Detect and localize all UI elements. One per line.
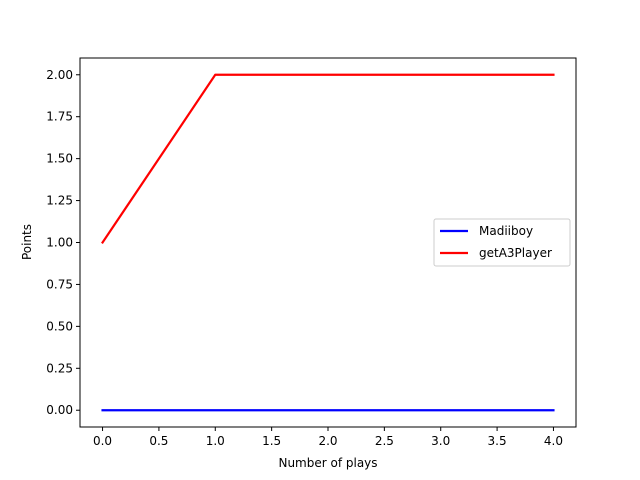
y-tick-label: 0.50: [46, 319, 73, 333]
y-tick-label: 0.00: [46, 403, 73, 417]
legend-items: Madiiboy getA3Player: [440, 224, 552, 260]
y-axis-label: Points: [20, 224, 34, 260]
legend: Madiiboy getA3Player: [433, 218, 571, 267]
x-tick-label: 2.0: [318, 434, 337, 448]
y-tick-label: 1.75: [46, 110, 73, 124]
x-tick-label: 1.0: [206, 434, 225, 448]
y-tick-label: 2.00: [46, 68, 73, 82]
x-tick-label: 0.5: [149, 434, 168, 448]
series-layer: [101, 73, 555, 412]
y-tick-label: 0.25: [46, 361, 73, 375]
y-tick-label: 0.75: [46, 277, 73, 291]
x-tick-label: 0.0: [93, 434, 112, 448]
y-tick-label: 1.50: [46, 152, 73, 166]
y-axis-ticks: 0.00 0.25 0.50 0.75 1.00 1.25 1.50 1.75 2.00: [46, 68, 80, 417]
x-tick-label: 3.0: [431, 434, 450, 448]
x-axis-ticks: 0.0 0.5 1.0 1.5 2.0 2.5 3.0 3.5 4.0: [93, 427, 563, 448]
x-tick-label: 2.5: [375, 434, 394, 448]
x-tick-label: 3.5: [488, 434, 507, 448]
x-tick-label: 1.5: [262, 434, 281, 448]
y-tick-label: 1.25: [46, 194, 73, 208]
x-tick-label: 4.0: [544, 434, 563, 448]
x-axis-label: Number of plays: [278, 456, 377, 470]
legend-entry-label: Madiiboy: [479, 224, 533, 238]
legend-entry-label: getA3Player: [479, 246, 552, 260]
series-line-1: [101, 73, 555, 245]
y-tick-label: 1.00: [46, 236, 73, 250]
